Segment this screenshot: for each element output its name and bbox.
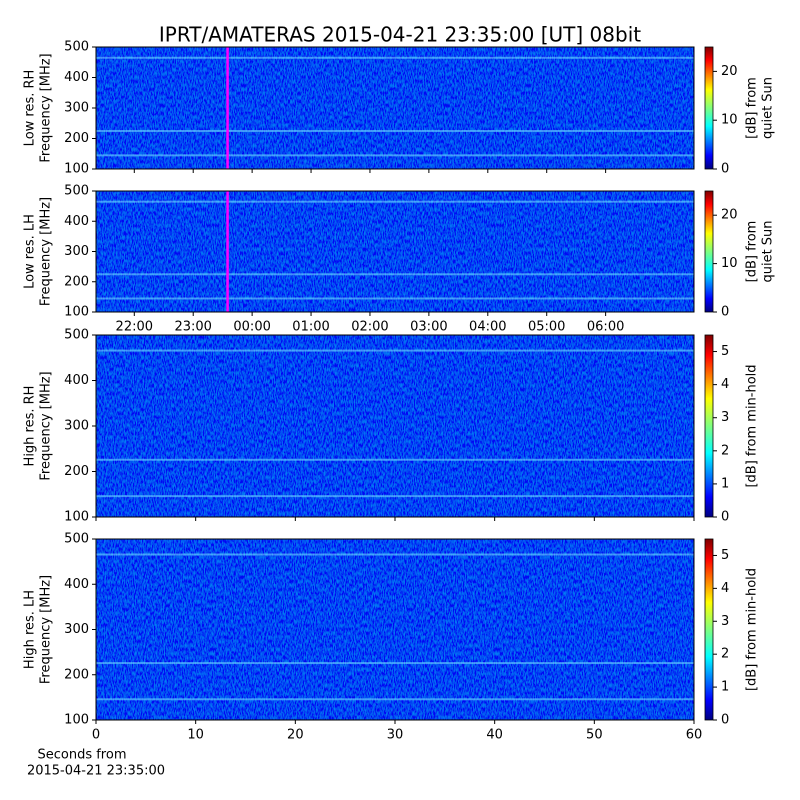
heatmap-band <box>96 129 694 132</box>
chart-title: IPRT/AMATERAS 2015-04-21 23:35:00 [UT] 0… <box>159 23 641 47</box>
y-tick-label: 100 <box>64 162 89 177</box>
x-tick-label: 00:00 <box>233 320 270 335</box>
colorbar-label: [dB] from min-hold <box>745 364 760 487</box>
colorbar-tick-label: 2 <box>721 443 729 458</box>
x-tick-label: 01:00 <box>292 320 329 335</box>
heatmap-band <box>96 273 694 276</box>
heatmap-texture <box>96 191 694 312</box>
y-axis-label: Low res. RH <box>23 70 38 147</box>
colorbar-tick-label: 1 <box>721 476 729 491</box>
x-tick-label: 10 <box>187 728 204 743</box>
colorbar-tick-label: 3 <box>721 410 729 425</box>
colorbar-tick-label: 20 <box>721 64 738 79</box>
colorbar-label: quiet Sun <box>761 77 776 139</box>
y-tick-label: 100 <box>64 713 89 728</box>
x-tick-label: 06:00 <box>587 320 624 335</box>
colorbar-tick-label: 0 <box>721 305 729 320</box>
heatmap-texture <box>96 539 694 720</box>
heatmap-band <box>96 662 694 665</box>
x-axis-label: 2015-04-21 23:35:00 <box>27 764 165 779</box>
y-axis-label: High res. RH <box>23 386 38 467</box>
x-tick-label: 0 <box>92 728 100 743</box>
y-axis-label: Frequency [MHz] <box>39 371 54 480</box>
x-tick-label: 03:00 <box>410 320 447 335</box>
x-tick-label: 40 <box>486 728 503 743</box>
heatmap-band <box>96 495 694 498</box>
colorbar-tick-label: 0 <box>721 510 729 525</box>
colorbar <box>704 46 714 170</box>
colorbar-tick-label: 4 <box>721 377 729 392</box>
x-tick-label: 02:00 <box>351 320 388 335</box>
colorbar-label: [dB] from min-hold <box>745 568 760 691</box>
y-axis-label: Low res. LH <box>23 214 38 289</box>
colorbar-tick-label: 10 <box>721 256 738 271</box>
colorbar-label: quiet Sun <box>761 220 776 282</box>
colorbar-tick-label: 0 <box>721 713 729 728</box>
y-tick-label: 100 <box>64 305 89 320</box>
y-tick-label: 400 <box>64 577 89 592</box>
heatmap-band <box>96 349 694 352</box>
colorbar <box>704 538 714 721</box>
heatmap-band <box>96 458 694 461</box>
y-tick-label: 300 <box>64 244 89 259</box>
y-tick-label: 400 <box>64 70 89 85</box>
heatmap-band <box>96 553 694 556</box>
heatmap-texture <box>96 335 694 517</box>
colorbar-tick-label: 1 <box>721 680 729 695</box>
y-tick-label: 400 <box>64 373 89 388</box>
colorbar-tick-label: 5 <box>721 548 729 563</box>
y-tick-label: 200 <box>64 464 89 479</box>
y-tick-label: 500 <box>64 532 89 547</box>
heatmap-band <box>96 56 694 59</box>
colorbar-tick-label: 4 <box>721 581 729 596</box>
y-axis-label: Frequency [MHz] <box>39 575 54 684</box>
y-axis-label: Frequency [MHz] <box>39 197 54 306</box>
x-tick-label: 50 <box>586 728 603 743</box>
x-tick-label: 60 <box>686 728 703 743</box>
y-tick-label: 200 <box>64 274 89 289</box>
x-tick-label: 04:00 <box>469 320 506 335</box>
colorbar-label: [dB] from <box>745 77 760 139</box>
x-tick-label: 05:00 <box>528 320 565 335</box>
y-axis-label: Frequency [MHz] <box>39 53 54 162</box>
colorbar-tick-label: 5 <box>721 344 729 359</box>
y-tick-label: 500 <box>64 184 89 199</box>
y-tick-label: 300 <box>64 419 89 434</box>
colorbar-tick-label: 3 <box>721 614 729 629</box>
heatmap-band <box>96 297 694 300</box>
heatmap-texture <box>96 47 694 169</box>
x-axis-label: Seconds from <box>37 748 126 763</box>
y-tick-label: 200 <box>64 131 89 146</box>
colorbar-tick-label: 20 <box>721 208 738 223</box>
colorbar <box>704 334 714 518</box>
heatmap-band <box>96 200 694 203</box>
x-tick-label: 30 <box>387 728 404 743</box>
x-tick-label: 20 <box>287 728 304 743</box>
y-tick-label: 500 <box>64 328 89 343</box>
y-tick-label: 300 <box>64 101 89 116</box>
colorbar <box>704 190 714 313</box>
colorbar-label: [dB] from <box>745 221 760 283</box>
colorbar-tick-label: 2 <box>721 647 729 662</box>
y-tick-label: 300 <box>64 622 89 637</box>
heatmap-band <box>96 698 694 701</box>
colorbar-tick-label: 10 <box>721 113 738 128</box>
y-tick-label: 100 <box>64 510 89 525</box>
heatmap-band <box>96 154 694 157</box>
y-axis-label: High res. LH <box>23 590 38 669</box>
x-tick-label: 23:00 <box>174 320 211 335</box>
y-tick-label: 500 <box>64 40 89 55</box>
colorbar-tick-label: 0 <box>721 162 729 177</box>
y-tick-label: 400 <box>64 214 89 229</box>
y-tick-label: 200 <box>64 667 89 682</box>
x-tick-label: 22:00 <box>116 320 153 335</box>
